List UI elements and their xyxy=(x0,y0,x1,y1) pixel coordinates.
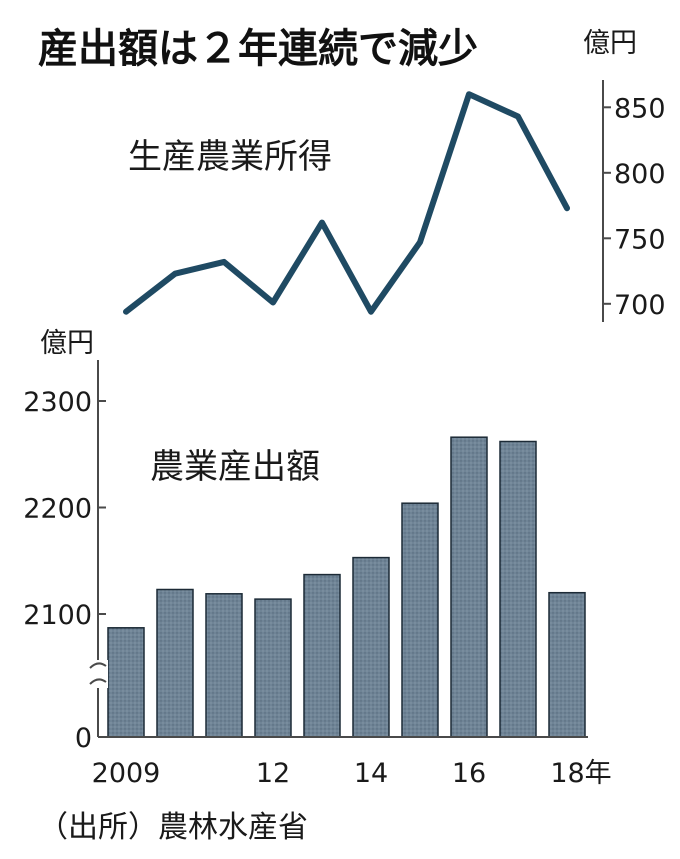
output-bar-chart: 億円 0 2100 2200 2300 2009 12 14 16 18年 農業産出額 xyxy=(23,328,611,789)
output-bar xyxy=(107,627,145,738)
x-tick-label: 16 xyxy=(452,758,486,789)
output-bar xyxy=(156,588,194,738)
bar-series-label: 農業産出額 xyxy=(150,447,320,487)
bar-y-tick-label: 2100 xyxy=(23,600,92,631)
x-tick-label: 14 xyxy=(354,758,388,789)
line-y-tick-label: 850 xyxy=(614,93,666,124)
output-bar xyxy=(205,593,243,738)
income-series-line xyxy=(123,91,570,315)
axis-break-mark-upper xyxy=(89,662,107,669)
source-note: （出所）農林水産省 xyxy=(38,810,308,845)
line-unit-label: 億円 xyxy=(583,28,637,59)
line-y-tick-label: 700 xyxy=(614,290,666,321)
income-line-chart: 億円 700 750 800 850 生産農業所得 xyxy=(123,28,666,322)
output-bar xyxy=(450,436,488,738)
output-bar xyxy=(303,573,341,738)
bar-y-tick-label: 2300 xyxy=(23,387,92,418)
line-series-label: 生産農業所得 xyxy=(128,137,332,177)
x-tick-label: 18年 xyxy=(550,758,611,789)
bar-y-tick-label: 0 xyxy=(75,723,92,754)
output-bar xyxy=(254,598,292,738)
bar-y-tick-label: 2200 xyxy=(23,494,92,525)
bar-unit-label: 億円 xyxy=(40,328,94,359)
line-y-tick-label: 750 xyxy=(614,224,666,255)
x-tick-label: 12 xyxy=(256,758,290,789)
axis-break-mark-lower xyxy=(89,678,107,685)
x-tick-label: 2009 xyxy=(92,758,161,789)
output-bar xyxy=(352,556,390,738)
output-bar xyxy=(548,591,586,738)
chart-title: 産出額は２年連続で減少 xyxy=(38,26,478,72)
output-bar xyxy=(499,440,537,738)
output-bar xyxy=(401,502,439,738)
line-y-tick-label: 800 xyxy=(614,159,666,190)
